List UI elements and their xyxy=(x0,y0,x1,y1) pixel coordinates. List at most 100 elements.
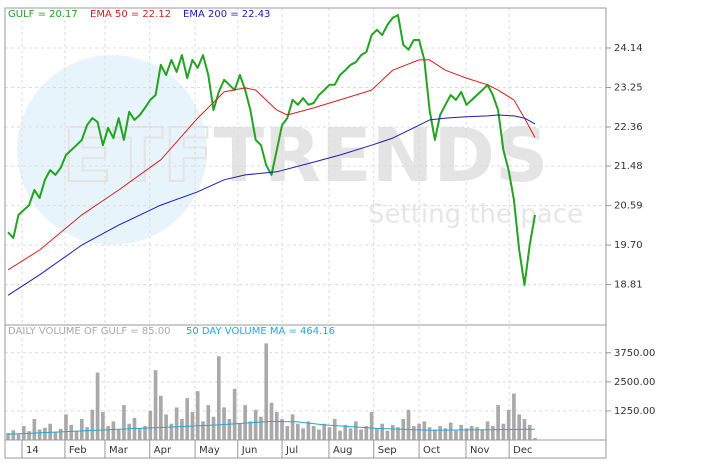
volume-bar xyxy=(332,419,337,440)
volume-bar xyxy=(422,421,427,440)
volume-bar xyxy=(274,412,279,440)
volume-bar xyxy=(32,419,37,440)
volume-bar xyxy=(485,421,490,440)
x-tick-label: Jul xyxy=(285,445,298,456)
volume-bar xyxy=(411,426,416,440)
y-tick-label: 23.25 xyxy=(614,82,643,93)
volume-bar xyxy=(174,407,179,440)
y-tick-label: 18.81 xyxy=(614,280,643,291)
volume-bar xyxy=(195,391,200,440)
x-tick-label: Dec xyxy=(513,445,532,456)
volume-bar xyxy=(48,423,52,440)
x-tick-label: May xyxy=(199,445,220,456)
volume-bar xyxy=(37,429,42,440)
volume-bar xyxy=(248,421,253,440)
volume-bar xyxy=(533,438,537,440)
volume-bar xyxy=(153,370,158,440)
volume-bar xyxy=(285,426,290,440)
volume-bar xyxy=(253,409,258,440)
x-tick-label: Sep xyxy=(378,445,397,456)
volume-bar xyxy=(359,429,363,440)
volume-bar xyxy=(353,421,358,440)
x-tick-label: Mar xyxy=(109,445,129,456)
x-tick-label: Jun xyxy=(241,445,258,456)
volume-bar xyxy=(512,393,516,440)
volume-bar xyxy=(122,405,126,440)
volume-bar xyxy=(364,426,369,440)
volume-bar xyxy=(43,427,47,440)
volume-bar xyxy=(459,424,464,440)
volume-bar xyxy=(143,426,147,440)
volume-bar xyxy=(90,409,95,440)
volume-bar xyxy=(322,423,327,440)
volume-bar xyxy=(243,405,247,440)
volume-bar xyxy=(58,428,63,440)
volume-bar xyxy=(148,410,153,440)
volume-bar xyxy=(137,428,142,440)
volume-bar xyxy=(464,428,469,440)
legend-entry: EMA 50 = 22.12 xyxy=(90,9,171,20)
x-tick-label: Nov xyxy=(470,445,490,456)
volume-bar xyxy=(159,395,163,440)
volume-bar xyxy=(327,427,332,440)
volume-bar xyxy=(85,427,89,440)
watermark-circle xyxy=(17,55,207,245)
y-tick-label: 22.36 xyxy=(614,122,643,133)
volume-bar xyxy=(169,423,174,440)
volume-bar xyxy=(475,427,479,440)
volume-bar xyxy=(380,423,384,440)
x-tick-label: Feb xyxy=(69,445,87,456)
volume-bar xyxy=(433,429,437,440)
volume-bar xyxy=(180,419,184,440)
y-tick-label: 19.70 xyxy=(614,240,643,251)
volume-bar xyxy=(290,414,295,440)
series-line xyxy=(7,14,536,286)
volume-bar xyxy=(438,426,442,440)
legend-entry: DAILY VOLUME OF GULF = 85.00 xyxy=(8,326,170,337)
volume-bar xyxy=(390,424,395,440)
volume-bar xyxy=(95,372,100,440)
volume-bar xyxy=(369,412,374,440)
volume-bar xyxy=(427,427,432,440)
volume-bar xyxy=(480,429,485,440)
volume-bar xyxy=(111,421,116,440)
volume-bar xyxy=(443,428,448,440)
volume-bar xyxy=(106,426,110,440)
volume-bar xyxy=(317,429,321,440)
volume-bar xyxy=(506,409,511,440)
volume-bar xyxy=(211,416,216,440)
volume-bar xyxy=(185,398,190,440)
volume-bar xyxy=(396,427,400,440)
y-tick-label: 20.59 xyxy=(614,201,643,212)
series-line xyxy=(7,420,536,435)
volume-bar xyxy=(264,343,269,440)
labels: 14 Feb Mar Apr May Jun Jul Aug Sep Oct Nov Dec 18.81… xyxy=(8,9,655,458)
volume-bar xyxy=(216,356,221,440)
x-tick-label: 14 xyxy=(26,445,39,456)
volume-bar xyxy=(222,407,226,440)
x-tick-label: Aug xyxy=(333,445,353,456)
volume-bar xyxy=(232,388,237,440)
legend-entry: GULF = 20.17 xyxy=(8,9,78,20)
volume-bar xyxy=(517,414,522,440)
volume-bar xyxy=(417,423,421,440)
volume-bar xyxy=(448,422,453,440)
marks xyxy=(6,14,537,440)
volume-bar xyxy=(338,430,342,440)
volume-bar xyxy=(301,428,305,440)
volume-bar xyxy=(69,424,74,440)
volume-bar xyxy=(101,412,105,440)
volume-bar xyxy=(280,419,284,440)
volume-bar xyxy=(491,426,495,440)
x-tick-label: Apr xyxy=(154,445,172,456)
volume-bar xyxy=(201,421,205,440)
volume-bar xyxy=(311,426,316,440)
volume-bar xyxy=(64,414,68,440)
legend-entry: 50 DAY VOLUME MA = 464.16 xyxy=(186,326,335,337)
volume-bar xyxy=(259,416,263,440)
grid xyxy=(5,8,606,440)
volume-bar xyxy=(501,423,506,440)
watermark-tagline: Setting the pace xyxy=(368,200,583,230)
y-tick-label: 3750.00 xyxy=(614,348,655,359)
